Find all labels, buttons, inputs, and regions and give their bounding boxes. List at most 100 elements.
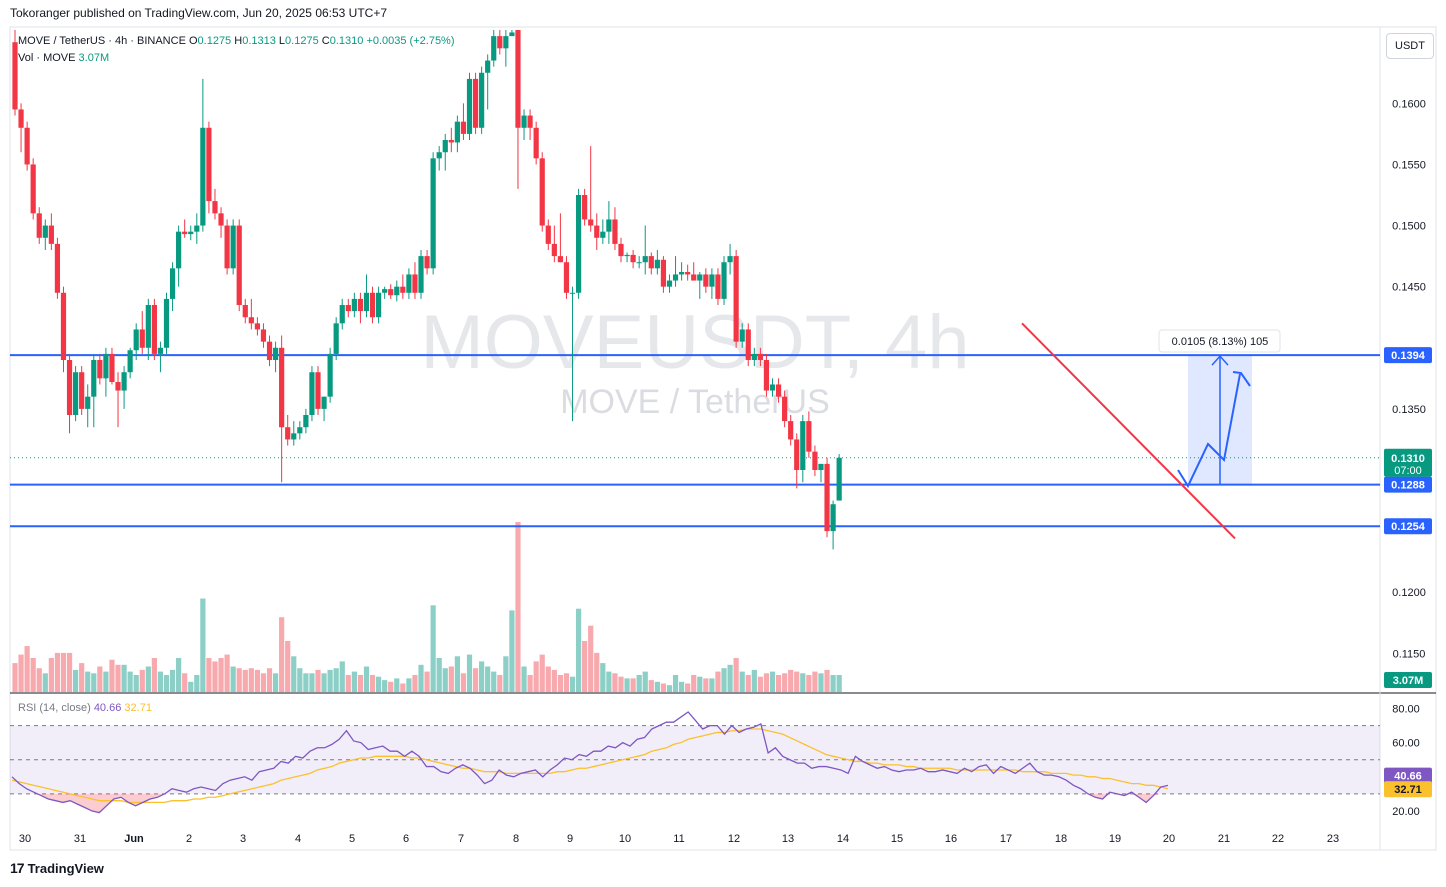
rsi-tag-text: 40.66 [1394, 771, 1422, 783]
volume-bar [824, 669, 830, 692]
level-tag-box [1384, 518, 1432, 535]
candle-body [236, 225, 242, 305]
time-tick: 16 [945, 833, 957, 845]
high-value: 0.1313 [242, 35, 276, 47]
time-tick: 13 [782, 833, 794, 845]
candle-body [763, 360, 770, 391]
candle-body [666, 280, 673, 287]
candle-body [18, 109, 24, 128]
volume-bar [412, 675, 418, 692]
currency-button[interactable]: USDT [1386, 33, 1434, 59]
candle-body [557, 256, 563, 263]
price-tick: 0.1550 [1392, 159, 1426, 171]
price-tick: 0.1150 [1393, 648, 1426, 660]
candle-body [224, 225, 230, 269]
volume-bar [200, 598, 206, 692]
volume-bar [442, 668, 448, 692]
candle-body [806, 421, 812, 452]
volume-bar [115, 664, 121, 692]
candle-body [24, 127, 30, 165]
projection-path [1177, 373, 1241, 489]
volume-bar [745, 675, 751, 692]
price-tick: 0.1350 [1392, 404, 1426, 416]
candle-body [169, 268, 176, 299]
volume-bar [472, 668, 479, 692]
volume-bar [291, 656, 297, 692]
volume-bar [248, 668, 254, 692]
candle-body [509, 32, 515, 37]
candle-body [97, 360, 103, 379]
volume-bar [400, 683, 406, 692]
volume-bar [575, 608, 582, 692]
volume-bar [448, 666, 454, 692]
candle-body [333, 323, 339, 354]
candle-body [660, 259, 667, 287]
measure-label: 0.0105 (8.13%) 105 [1172, 336, 1269, 348]
candle-body [430, 158, 436, 269]
volume-bar [327, 669, 333, 692]
candle-body [285, 427, 291, 440]
volume-bar [721, 668, 727, 692]
volume-bar [830, 675, 836, 692]
time-tick: 3 [240, 833, 246, 845]
volume-bar [279, 617, 285, 692]
volume-bar [254, 669, 260, 692]
volume-bar [757, 676, 763, 692]
candle-body [721, 262, 727, 299]
candle-body [272, 347, 279, 360]
candle-body [606, 219, 612, 232]
last-price-tag [1384, 448, 1432, 477]
volume-bar [218, 658, 224, 692]
volume-bar [91, 673, 97, 692]
candle-body [242, 305, 248, 318]
volume-tag-text: 3.07M [1393, 675, 1424, 687]
candle-body [448, 140, 454, 143]
candle-body [642, 256, 648, 263]
volume-bar [230, 666, 236, 692]
candle-body [824, 463, 830, 532]
candle-body [303, 415, 309, 428]
volume-bar [466, 654, 473, 692]
volume-bar [666, 685, 673, 692]
candle-body [569, 292, 576, 294]
volume-bar [545, 666, 551, 692]
volume-bar [406, 678, 412, 692]
time-tick: 31 [74, 833, 86, 845]
rsi-legend: RSI (14, close) 40.66 32.71 [18, 702, 152, 714]
candle-body [654, 259, 660, 269]
candle-body [479, 72, 485, 128]
candle-body [297, 427, 303, 434]
candle-body [800, 421, 806, 470]
candle-body [733, 256, 739, 342]
volume-bar [60, 652, 67, 692]
volume-bar [18, 654, 24, 692]
rsi-ma-value: 32.71 [124, 702, 152, 714]
candle-body [176, 231, 182, 269]
rsi-value: 40.66 [93, 702, 122, 714]
time-tick: 2 [186, 833, 192, 845]
candle-body [351, 298, 357, 312]
volume-bar [363, 666, 370, 692]
volume-bar [539, 654, 545, 692]
volume-bar [479, 661, 485, 692]
time-tick: 6 [403, 833, 409, 845]
time-tick: 7 [458, 833, 464, 845]
volume-bar [85, 671, 91, 692]
candle-body [466, 78, 473, 134]
volume-bar [48, 658, 54, 692]
volume-bar [297, 668, 303, 692]
candle-body [757, 353, 763, 360]
candle-body [436, 152, 442, 159]
close-value: 0.1310 [329, 35, 364, 47]
time-tick: 11 [673, 833, 684, 845]
rsi-ma-tag-text: 32.71 [1394, 784, 1422, 796]
volume-bar [763, 673, 770, 692]
candle-body [254, 323, 260, 330]
candle-body [30, 164, 36, 214]
candle-body [836, 457, 842, 501]
volume-bar [709, 678, 715, 692]
volume-bar [357, 675, 364, 692]
volume-bar [648, 680, 654, 692]
